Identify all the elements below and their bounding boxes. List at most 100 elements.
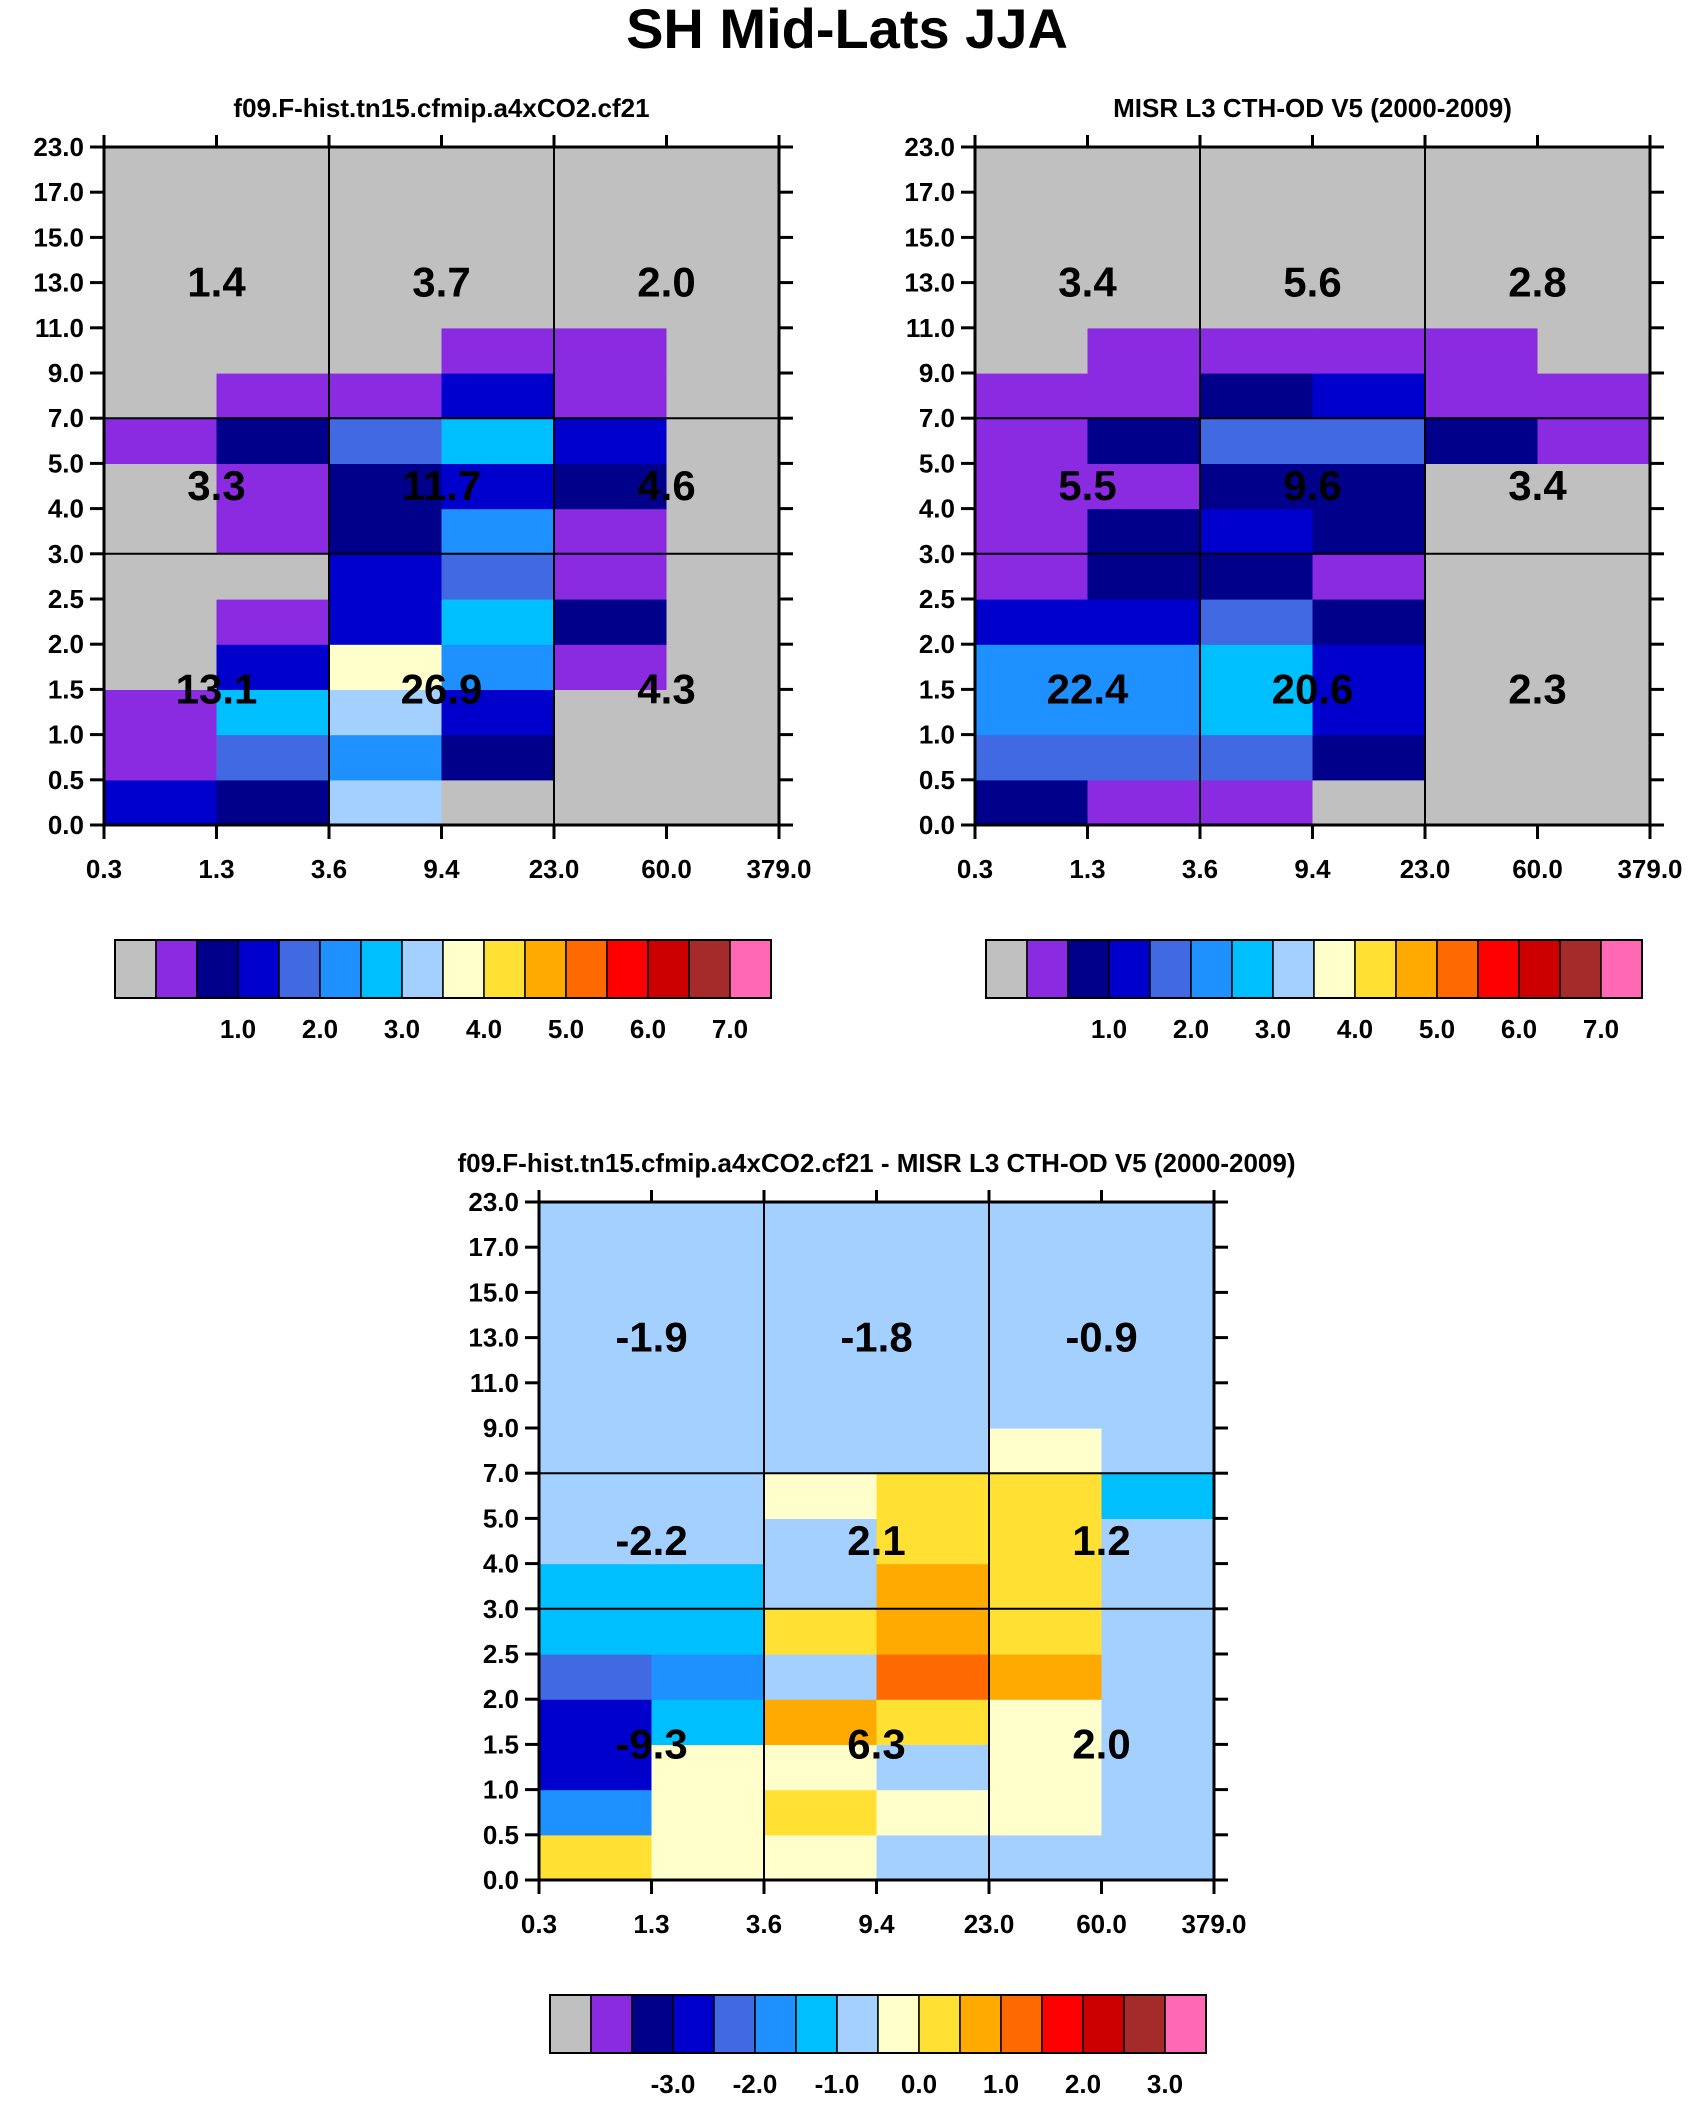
- heatmap-cell: [651, 1608, 765, 1655]
- heatmap-cell: [1312, 373, 1426, 419]
- heatmap-cell: [216, 644, 330, 690]
- y-tick-label: 5.0: [483, 1503, 519, 1533]
- heatmap-cell: [989, 1789, 1103, 1836]
- aggregate-value-label: -2.2: [615, 1517, 687, 1564]
- figure-title: SH Mid-Lats JJA: [626, 0, 1068, 60]
- heatmap-cell: [1312, 689, 1426, 736]
- heatmap-cell: [1312, 327, 1426, 374]
- heatmap-cell: [666, 644, 780, 690]
- heatmap-cell: [666, 508, 780, 555]
- colorbar-label: 2.0: [1065, 2069, 1101, 2099]
- colorbar-swatch: [1190, 939, 1233, 999]
- colorbar-swatch: [1123, 1994, 1166, 2054]
- heatmap-cell: [1312, 734, 1426, 781]
- x-tick-label: 60.0: [1512, 854, 1563, 884]
- colorbar-swatch: [606, 939, 649, 999]
- heatmap-cell: [1087, 508, 1201, 555]
- y-tick-label: 23.0: [33, 132, 84, 162]
- heatmap-cell: [764, 1337, 878, 1384]
- heatmap-cell: [989, 1518, 1103, 1565]
- colorbar-swatch: [319, 939, 362, 999]
- heatmap-cell: [1087, 237, 1201, 284]
- heatmap-cell: [1101, 1834, 1215, 1881]
- heatmap-cell: [329, 192, 443, 238]
- heatmap-cell: [666, 599, 780, 645]
- colorbar-label: -1.0: [815, 2069, 860, 2099]
- colorbar-label: -3.0: [651, 2069, 696, 2099]
- heatmap-cell: [666, 553, 780, 600]
- aggregate-value-label: 20.6: [1272, 665, 1354, 712]
- heatmap-cell: [1312, 237, 1426, 284]
- heatmap-cell: [1101, 1428, 1215, 1474]
- y-tick-label: 1.5: [483, 1729, 519, 1759]
- heatmap-cell: [554, 779, 668, 826]
- colorbar-swatch: [1231, 939, 1274, 999]
- heatmap-cell: [104, 553, 218, 600]
- colorbar-swatch: [918, 1994, 961, 2054]
- heatmap-cell: [1087, 282, 1201, 329]
- panel-title: MISR L3 CTH-OD V5 (2000-2009): [1113, 93, 1512, 123]
- heatmap-cell: [764, 1428, 878, 1474]
- aggregate-value-label: 2.8: [1508, 259, 1566, 306]
- heatmap-cell: [1101, 1337, 1215, 1384]
- heatmap-cell: [441, 644, 555, 690]
- heatmap-cell: [764, 1473, 878, 1519]
- heatmap-cell: [876, 1337, 990, 1384]
- aggregate-value-label: 4.3: [637, 665, 695, 712]
- heatmap-cell: [441, 779, 555, 826]
- heatmap-cell: [1087, 734, 1201, 781]
- heatmap-cell: [539, 1382, 653, 1429]
- x-tick-label: 1.3: [198, 854, 234, 884]
- heatmap-cell: [104, 147, 218, 193]
- colorbar-label: 2.0: [302, 1014, 338, 1044]
- heatmap-cell: [764, 1699, 878, 1745]
- heatmap-cell: [216, 689, 330, 736]
- aggregate-value-label: 9.6: [1283, 462, 1341, 509]
- heatmap-cell: [989, 1428, 1103, 1474]
- heatmap-cell: [876, 1654, 990, 1700]
- heatmap-cell: [329, 644, 443, 690]
- aggregate-value-label: 22.4: [1047, 665, 1129, 712]
- heatmap-cell: [651, 1247, 765, 1293]
- heatmap-cell: [1425, 689, 1539, 736]
- heatmap-cell: [216, 282, 330, 329]
- heatmap-cell: [329, 418, 443, 464]
- aggregate-value-label: 11.7: [402, 462, 481, 509]
- y-tick-label: 9.0: [919, 358, 955, 388]
- heatmap-cell: [104, 373, 218, 419]
- heatmap-cell: [1200, 237, 1314, 284]
- y-tick-label: 1.5: [919, 674, 955, 704]
- heatmap-cell: [554, 418, 668, 464]
- x-tick-label: 23.0: [1400, 854, 1451, 884]
- colorbar-swatch: [713, 1994, 756, 2054]
- heatmap-cell: [666, 779, 780, 826]
- heatmap-cell: [104, 237, 218, 284]
- y-tick-label: 7.0: [919, 403, 955, 433]
- heatmap-cell: [441, 734, 555, 781]
- y-tick-label: 0.5: [48, 765, 84, 795]
- heatmap-cell: [1087, 599, 1201, 645]
- heatmap-cell: [554, 599, 668, 645]
- y-tick-label: 5.0: [48, 448, 84, 478]
- heatmap-cell: [1101, 1608, 1215, 1655]
- heatmap-cell: [216, 553, 330, 600]
- aggregate-value-label: 2.0: [1072, 1720, 1130, 1767]
- heatmap-cell: [1087, 327, 1201, 374]
- colorbar-swatch: [1477, 939, 1520, 999]
- heatmap-cell: [975, 192, 1089, 238]
- heatmap-cell: [554, 237, 668, 284]
- heatmap-cell: [666, 734, 780, 781]
- colorbar-swatch: [524, 939, 567, 999]
- heatmap-cell: [989, 1202, 1103, 1248]
- x-tick-label: 0.3: [86, 854, 122, 884]
- heatmap-cell: [876, 1473, 990, 1519]
- heatmap-cell: [329, 734, 443, 781]
- heatmap-cell: [1101, 1292, 1215, 1339]
- heatmap-cell: [104, 418, 218, 464]
- heatmap-cell: [975, 599, 1089, 645]
- x-tick-label: 1.3: [633, 1909, 669, 1939]
- heatmap-panel-2: MISR L3 CTH-OD V5 (2000-2009) 22.4 20.6 2.3…: [904, 93, 1682, 1044]
- heatmap-cell: [539, 1699, 653, 1745]
- y-tick-label: 9.0: [483, 1413, 519, 1443]
- colorbar-label: 5.0: [1419, 1014, 1455, 1044]
